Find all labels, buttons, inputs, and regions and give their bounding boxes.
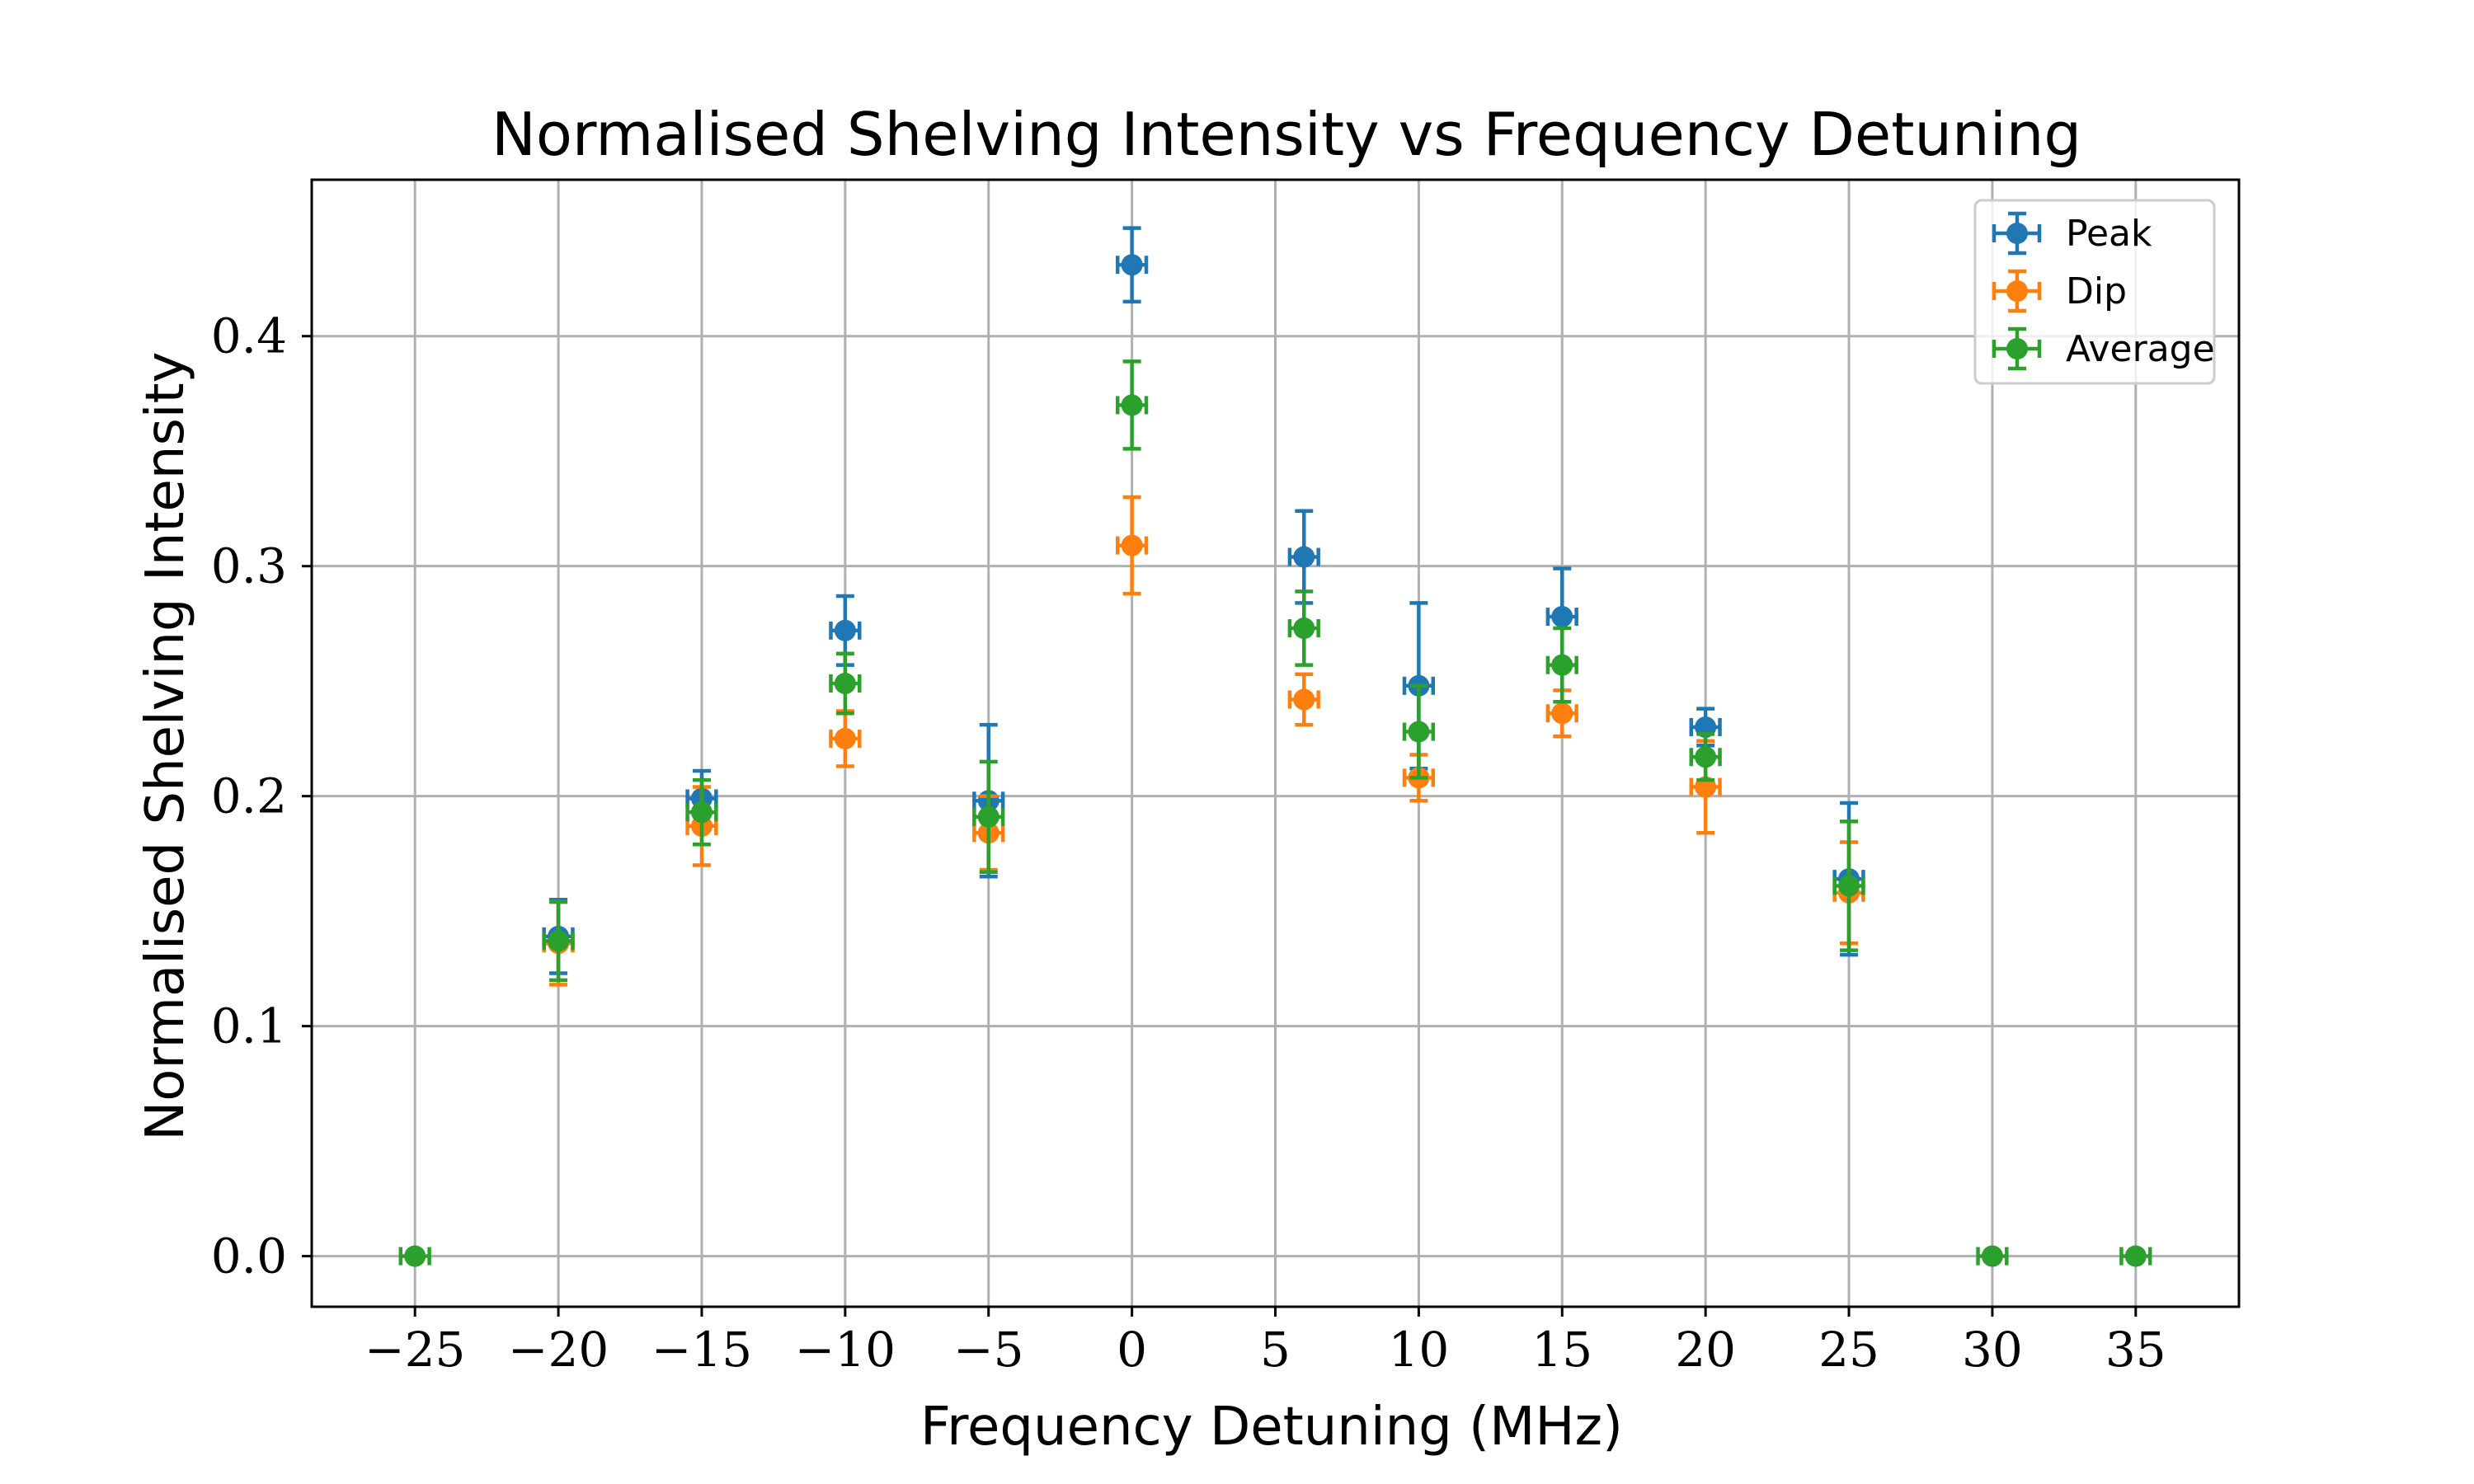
x-tick-label: 5 [1260,1322,1291,1378]
y-tick-label: 0.4 [211,308,287,364]
x-tick-label: −15 [651,1322,752,1378]
average-point [690,801,713,824]
x-tick-label: 15 [1531,1322,1592,1378]
x-tick-label: −25 [365,1322,465,1378]
y-tick-label: 0.0 [211,1228,287,1284]
x-tick-label: −5 [953,1322,1024,1378]
chart-title: Normalised Shelving Intensity vs Frequen… [492,100,2081,169]
axis-ticks: −25 −20 −15 −10 −5 0 5 10 15 20 25 30 35 0.0 0.1 0.2 0.3… [211,308,2166,1378]
legend: Peak Dip Average [1973,199,2216,385]
legend-box [1973,199,2216,385]
legend-marker-dot [2006,338,2028,359]
peak-point [834,619,856,641]
average-point [1408,721,1430,743]
average-point [404,1245,426,1267]
x-tick-label: 30 [1962,1322,2023,1378]
x-tick-label: 0 [1117,1322,1147,1378]
x-tick-label: 20 [1675,1322,1736,1378]
average-point [1838,875,1860,897]
legend-entry-dip: Dip [1992,269,2127,313]
average-point [834,672,856,694]
peak-point [1551,606,1573,628]
legend-entry-peak: Peak [1992,211,2152,256]
average-point [1695,746,1717,768]
dip-point [834,727,856,749]
average-point [1293,618,1315,640]
dip-point [1551,702,1573,725]
x-tick-label: −10 [795,1322,896,1378]
x-tick-label: 10 [1388,1322,1449,1378]
y-tick-label: 0.2 [211,768,287,824]
average-point [1551,654,1573,676]
x-tick-label: −20 [508,1322,609,1378]
legend-label: Peak [2066,213,2152,255]
x-tick-label: 25 [1818,1322,1879,1378]
legend-label: Average [2066,328,2215,370]
peak-point [1121,254,1143,276]
legend-marker-dot [2006,223,2028,244]
legend-label: Dip [2066,270,2127,312]
x-tick-label: 35 [2105,1322,2166,1378]
average-point [1121,394,1143,416]
average-point [2124,1245,2147,1267]
legend-marker-dot [2006,280,2028,302]
y-tick-label: 0.3 [211,538,287,594]
x-axis-label: Frequency Detuning (MHz) [920,1397,1623,1458]
y-axis-label: Normalised Shelving Intensity [135,351,196,1140]
y-tick-label: 0.1 [211,998,287,1054]
dip-point [1121,534,1143,556]
average-point [548,930,570,952]
series-average [398,359,2152,1267]
average-point [1981,1245,2003,1267]
data-series [398,226,2152,1267]
dip-point [1293,688,1315,711]
legend-entry-average: Average [1992,326,2215,371]
peak-point [1293,546,1315,568]
average-point [977,805,999,828]
